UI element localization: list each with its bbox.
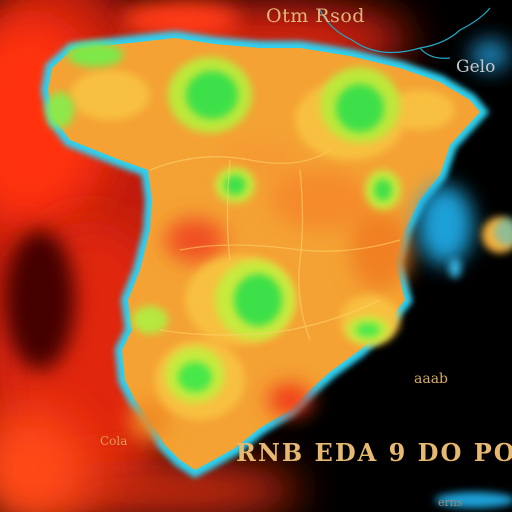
map-label-bottom-right: erns [438,496,463,509]
sea-highlights [417,39,512,508]
map-label-mid: aaab [414,371,449,387]
map-label-bottom: RNB EDA 9 DO POR [236,438,512,467]
map-label-top: Otm Rsod [266,5,365,27]
cool-zones [46,43,401,403]
land-hot-patches [130,140,410,440]
map-label-northeast: Gelo [456,57,496,77]
map-label-left: Cola [100,434,128,448]
region-borders [149,149,401,341]
river-lines [319,7,491,59]
